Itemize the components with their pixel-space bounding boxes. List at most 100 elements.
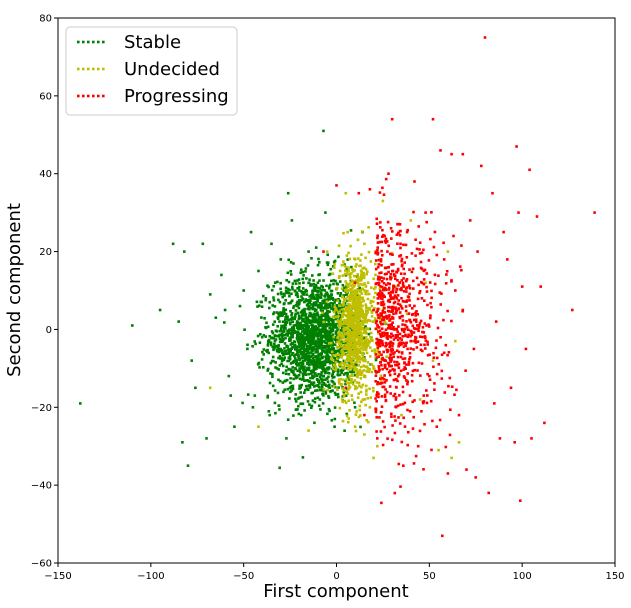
data-point — [374, 291, 377, 295]
data-point — [296, 304, 299, 308]
data-point — [338, 334, 342, 337]
data-point — [325, 250, 329, 253]
data-point — [289, 368, 293, 372]
data-point — [377, 332, 380, 335]
data-point — [353, 350, 357, 353]
data-point — [292, 329, 295, 333]
data-point — [354, 265, 357, 268]
data-point — [336, 370, 340, 374]
data-point — [346, 336, 350, 339]
data-point — [335, 286, 339, 290]
data-point — [351, 301, 355, 304]
data-point — [383, 363, 387, 367]
data-point — [260, 335, 264, 339]
data-point — [335, 349, 339, 353]
data-point — [318, 261, 321, 264]
data-point — [344, 274, 348, 277]
data-point — [431, 359, 435, 362]
data-point — [332, 335, 335, 339]
data-point — [328, 305, 332, 308]
data-point — [366, 270, 369, 273]
data-point — [385, 355, 388, 358]
data-point — [444, 282, 448, 285]
data-point — [331, 346, 334, 349]
data-point — [311, 374, 314, 378]
data-point — [539, 285, 542, 288]
legend-marker — [102, 94, 105, 98]
data-point — [382, 377, 386, 381]
data-point — [320, 342, 323, 345]
data-point — [303, 353, 306, 357]
data-point — [365, 393, 368, 396]
data-point — [454, 339, 457, 343]
data-point — [314, 318, 317, 322]
data-point — [342, 294, 345, 297]
data-point — [282, 302, 286, 306]
data-point — [381, 235, 384, 238]
data-point — [279, 281, 282, 285]
data-point — [339, 307, 342, 310]
legend-marker — [82, 67, 85, 71]
data-point — [354, 337, 357, 340]
data-point — [337, 346, 340, 349]
data-point — [292, 369, 295, 372]
x-tick-label: −150 — [44, 571, 71, 582]
data-point — [356, 313, 360, 316]
data-point — [422, 468, 425, 471]
data-point — [340, 336, 343, 339]
data-point — [300, 336, 304, 340]
data-point — [363, 398, 367, 401]
data-point — [418, 321, 422, 325]
data-point — [303, 320, 307, 323]
data-point — [282, 330, 286, 333]
data-point — [345, 381, 349, 384]
data-point — [375, 310, 378, 314]
data-point — [348, 355, 351, 358]
data-point — [351, 325, 355, 329]
data-point — [286, 317, 289, 321]
data-point — [337, 332, 340, 335]
data-point — [324, 355, 327, 358]
data-point — [366, 367, 370, 370]
data-point — [446, 250, 450, 253]
data-point — [301, 402, 305, 405]
data-point — [280, 349, 284, 352]
data-point — [361, 297, 364, 300]
data-point — [383, 381, 387, 384]
data-point — [376, 313, 380, 317]
data-point — [362, 276, 366, 280]
data-point — [426, 343, 429, 346]
data-point — [321, 402, 325, 405]
data-point — [408, 356, 412, 359]
data-point — [317, 293, 320, 297]
data-point — [430, 289, 433, 293]
data-point — [286, 191, 290, 195]
data-point — [450, 456, 453, 460]
data-point — [321, 374, 325, 378]
data-point — [423, 299, 426, 302]
legend-marker — [92, 67, 95, 71]
data-point — [332, 279, 336, 282]
data-point — [399, 369, 403, 373]
data-point — [308, 403, 311, 406]
data-point — [282, 390, 285, 394]
data-point — [379, 312, 382, 315]
data-point — [290, 332, 293, 335]
data-point — [258, 366, 261, 369]
data-point — [322, 129, 325, 133]
data-point — [413, 399, 416, 402]
data-point — [448, 433, 452, 437]
data-point — [382, 277, 385, 280]
data-point — [310, 372, 313, 375]
data-point — [394, 363, 397, 367]
data-point — [280, 328, 283, 332]
data-point — [372, 389, 375, 393]
data-point — [286, 359, 289, 363]
data-point — [342, 349, 346, 352]
data-point — [301, 270, 304, 274]
data-point — [314, 246, 318, 249]
data-point — [333, 356, 336, 360]
data-point — [352, 285, 356, 288]
data-point — [417, 283, 420, 287]
data-point — [433, 388, 436, 391]
